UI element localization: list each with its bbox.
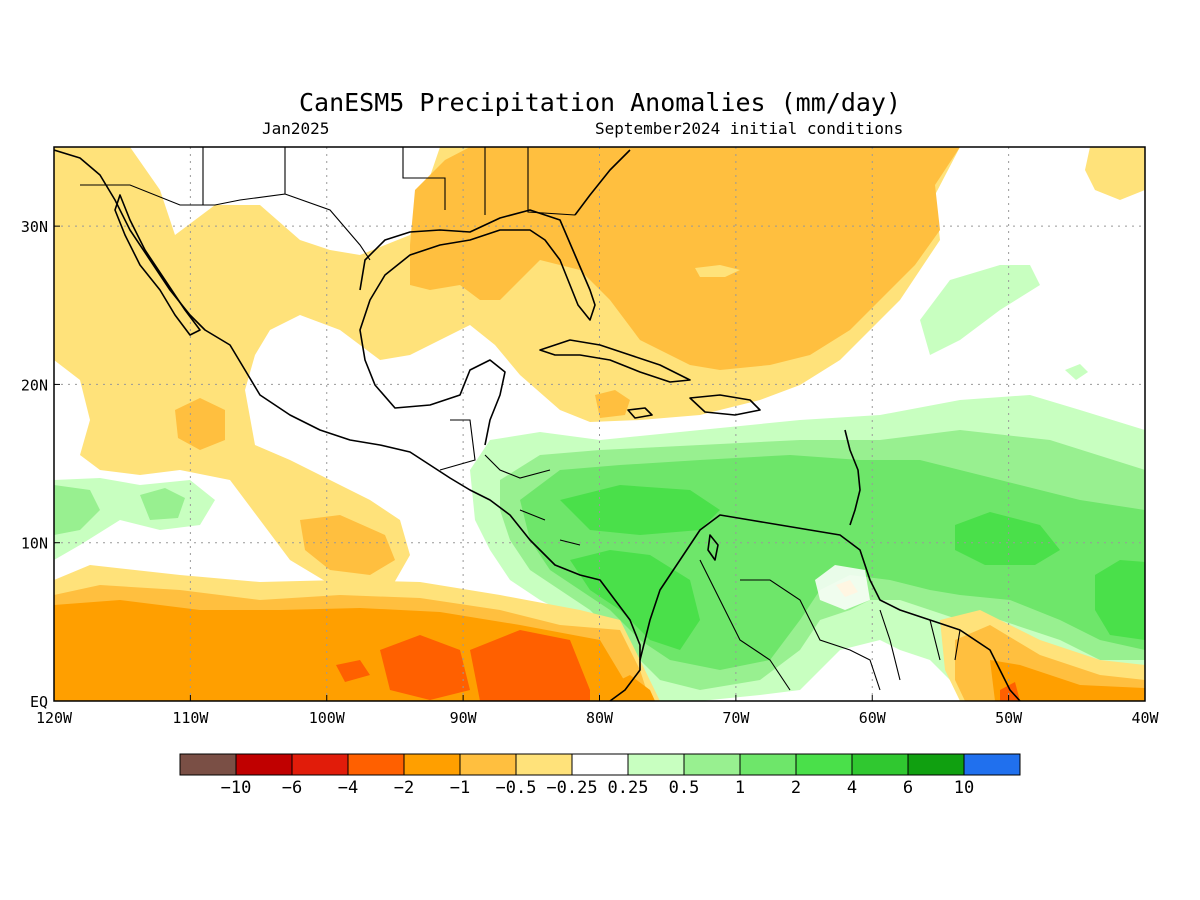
colorbar: −10 −6 −4 −2 −1 −0.5 −0.25 0.25 0.5 1 2 4 6 10	[179, 753, 1021, 798]
lat-tick-label: EQ	[30, 693, 48, 711]
colorbar-swatch	[571, 753, 629, 776]
lon-tick-label: 40W	[1131, 709, 1159, 727]
map-title: CanESM5 Precipitation Anomalies (mm/day)	[299, 88, 901, 117]
colorbar-swatch	[179, 753, 237, 776]
wet-patch-pacific-mid-b	[140, 488, 185, 520]
map-subtitle-month: Jan2025	[262, 119, 329, 138]
wet-region-max-c	[955, 512, 1060, 565]
dry-region-pacific-core	[175, 398, 225, 450]
dry-patch-ne	[1085, 147, 1145, 200]
dry-region-pacific-b	[300, 515, 395, 575]
colorbar-label: 4	[847, 778, 857, 798]
colorbar-label: −4	[338, 778, 358, 798]
lon-tick-label: 70W	[722, 709, 750, 727]
lon-tick-label: 100W	[309, 709, 346, 727]
dry-region-cuba	[595, 390, 630, 418]
colorbar-swatch	[795, 753, 853, 776]
border-us-mexico	[80, 147, 371, 261]
neutral-patch-venezuela	[815, 565, 870, 610]
wet-region-max-d	[1095, 560, 1145, 640]
dry-region-south-pacific-f	[336, 660, 370, 682]
lon-tick-label: 60W	[859, 709, 887, 727]
colorbar-swatch	[627, 753, 685, 776]
colorbar-label: 6	[903, 778, 913, 798]
moist-patch-florida	[695, 265, 740, 277]
colorbar-swatch	[963, 753, 1021, 776]
colorbar-swatch	[851, 753, 909, 776]
wet-patch-pacific-mid	[54, 485, 100, 535]
colorbar-swatch	[515, 753, 573, 776]
coastline-baja	[114, 194, 201, 336]
colorbar-swatch	[907, 753, 965, 776]
colorbar-label: 0.25	[608, 778, 649, 798]
colorbar-label: −0.5	[496, 778, 537, 798]
dry-region-guiana-c	[990, 660, 1145, 701]
longitude-axis: 120W 110W 100W 90W 80W 70W 60W 50W 40W	[36, 695, 1160, 727]
coastline-cuba	[539, 339, 691, 383]
latitude-axis: EQ 10N 20N 30N	[21, 218, 60, 711]
lat-tick-label: 20N	[21, 376, 48, 394]
border-south-america	[699, 559, 961, 691]
wet-patch-atlantic-b	[1065, 364, 1088, 380]
colorbar-label: 1	[735, 778, 745, 798]
coastline-jamaica	[627, 407, 653, 419]
coastline-us-east	[574, 149, 631, 216]
wet-patch-atlantic	[920, 265, 1040, 355]
colorbar-swatch	[459, 753, 517, 776]
lon-tick-label: 110W	[172, 709, 209, 727]
colorbar-swatch	[235, 753, 293, 776]
colorbar-swatch	[403, 753, 461, 776]
political-borders	[80, 147, 961, 691]
wet-region-max-b	[570, 550, 700, 650]
coastline-lesser-antilles	[844, 429, 861, 526]
colorbar-swatch	[739, 753, 797, 776]
colorbar-label: −6	[282, 778, 302, 798]
lon-tick-label: 120W	[36, 709, 73, 727]
colorbar-label: −10	[221, 778, 252, 798]
colorbar-swatch	[683, 753, 741, 776]
colorbar-label: 2	[791, 778, 801, 798]
colorbar-label: 0.5	[669, 778, 700, 798]
colorbar-label: −1	[450, 778, 470, 798]
border-us-states	[402, 147, 576, 216]
lon-tick-label: 80W	[586, 709, 614, 727]
colorbar-swatch	[347, 753, 405, 776]
coastline-lake-maracaibo	[707, 534, 719, 561]
map-gridlines	[54, 147, 1145, 701]
lon-tick-label: 90W	[450, 709, 478, 727]
dry-region-south-pacific-e	[470, 630, 590, 701]
colorbar-swatch	[291, 753, 349, 776]
coastline-gulf	[359, 209, 596, 446]
lon-tick-label: 50W	[995, 709, 1023, 727]
border-central-america	[439, 419, 581, 546]
map-subtitle-initial-conditions: September2024 initial conditions	[595, 119, 903, 138]
coastline-hispaniola	[689, 394, 761, 416]
coastline-mexico-pacific	[54, 149, 641, 701]
dry-region-gulf	[410, 147, 960, 370]
colorbar-label: −0.25	[546, 778, 597, 798]
lat-tick-label: 30N	[21, 218, 48, 236]
lat-tick-label: 10N	[21, 535, 48, 553]
dry-region-south-pacific-d	[380, 635, 470, 700]
colorbar-label: 10	[954, 778, 974, 798]
colorbar-label: −2	[394, 778, 414, 798]
